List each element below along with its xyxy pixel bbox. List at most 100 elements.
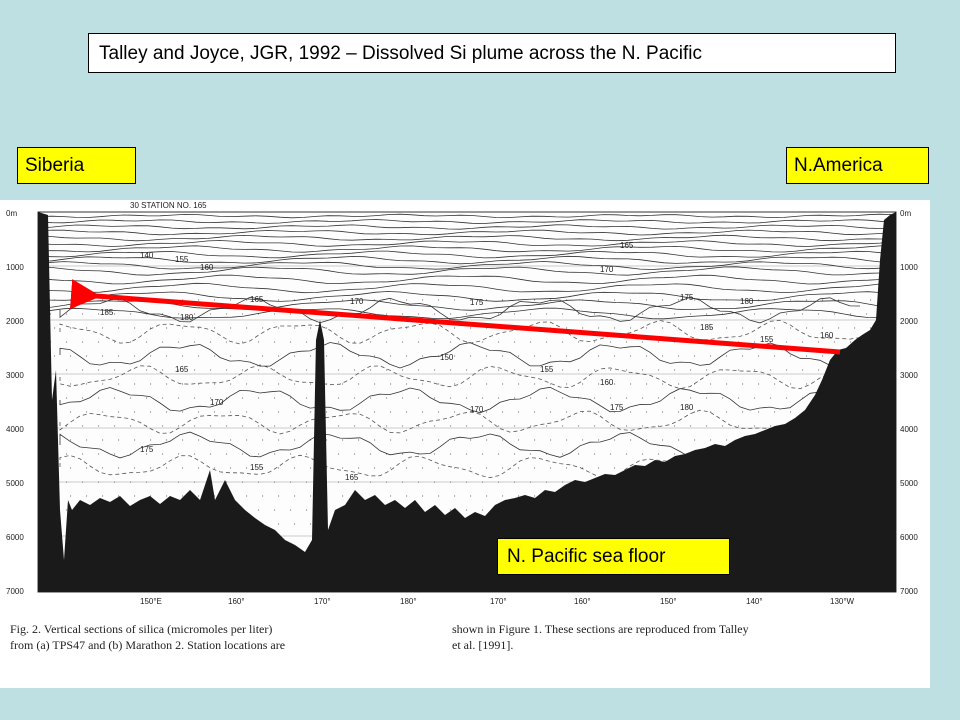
caption-right-line-1: shown in Figure 1. These sections are re… <box>452 622 749 636</box>
station-dot <box>533 383 536 385</box>
station-dot <box>405 299 408 301</box>
station-dot <box>257 481 260 483</box>
station-dot <box>117 467 120 469</box>
lon-tick: 130°W <box>830 597 855 606</box>
station-dot <box>629 327 632 329</box>
station-dot <box>261 495 264 497</box>
station-dot <box>53 327 56 329</box>
station-dot <box>85 383 88 385</box>
station-dot <box>289 509 292 511</box>
station-dot <box>117 495 120 497</box>
station-dot <box>305 453 308 455</box>
station-dot <box>661 383 664 385</box>
station-dot <box>481 397 484 399</box>
lon-tick: 150° <box>660 597 677 606</box>
station-dot <box>165 495 168 497</box>
station-dot <box>629 411 632 413</box>
station-dot <box>209 369 212 371</box>
station-dot <box>389 439 392 441</box>
station-dot <box>673 453 676 455</box>
station-dot <box>385 481 388 483</box>
station-dot <box>609 341 612 343</box>
station-dot <box>465 453 468 455</box>
station-dot <box>193 313 196 315</box>
station-dot <box>69 467 72 469</box>
station-dot <box>629 383 632 385</box>
station-dot <box>609 397 612 399</box>
station-dot <box>437 439 440 441</box>
contour-label: 185 <box>100 308 114 317</box>
station-dot <box>561 397 564 399</box>
station-dot <box>437 299 440 301</box>
station-dot <box>613 439 616 441</box>
station-dot <box>369 425 372 427</box>
contour-label: 175 <box>610 403 624 412</box>
station-dot <box>97 313 100 315</box>
station-dot <box>501 411 504 413</box>
station-dot <box>517 495 520 497</box>
station-dot <box>465 509 468 511</box>
station-dot <box>389 411 392 413</box>
sea-floor-label: N. Pacific sea floor <box>497 538 730 575</box>
station-dot <box>417 397 420 399</box>
station-dot <box>129 481 132 483</box>
station-dot <box>85 327 88 329</box>
station-dot <box>401 481 404 483</box>
station-dot <box>197 439 200 441</box>
station-dot <box>293 355 296 357</box>
station-dot <box>181 355 184 357</box>
station-dot <box>325 439 328 441</box>
station-dot <box>401 397 404 399</box>
station-dot <box>81 397 84 399</box>
contour-lines <box>39 213 893 459</box>
station-dot <box>229 355 232 357</box>
contour-line <box>39 255 893 265</box>
station-dot <box>613 327 616 329</box>
station-dot <box>645 439 648 441</box>
contour-label: 180 <box>180 313 194 322</box>
station-dot <box>277 495 280 497</box>
station-dot <box>465 481 468 483</box>
station-dot <box>101 411 104 413</box>
station-dot <box>213 383 216 385</box>
station-dot <box>193 425 196 427</box>
station-dot <box>117 439 120 441</box>
station-dot <box>741 411 744 413</box>
station-dot <box>229 327 232 329</box>
depth-tick: 5000 <box>6 479 24 488</box>
station-dot <box>353 397 356 399</box>
station-dot <box>369 481 372 483</box>
station-dot <box>465 397 468 399</box>
station-dot <box>469 327 472 329</box>
station-dot <box>357 411 360 413</box>
contour-label: 160 <box>820 331 834 340</box>
contour-label: 170 <box>210 398 224 407</box>
station-dot <box>257 341 260 343</box>
station-dot <box>309 411 312 413</box>
station-dot <box>113 397 116 399</box>
station-dot <box>353 425 356 427</box>
station-dot <box>65 341 68 343</box>
station-dot <box>341 355 344 357</box>
station-dot <box>673 369 676 371</box>
station-dot <box>725 355 728 357</box>
station-dot <box>133 355 136 357</box>
station-dot <box>97 369 100 371</box>
station-dot <box>213 439 216 441</box>
contour-label: 180 <box>680 403 694 412</box>
station-dot <box>577 313 580 315</box>
section-plot: 140 155 160 165 170 175 180 185 155 160 165 170 175 1… <box>6 201 918 606</box>
station-dot <box>737 369 740 371</box>
depth-tick: 1000 <box>6 263 24 272</box>
station-dot <box>689 425 692 427</box>
station-dot <box>721 397 724 399</box>
station-dot <box>725 327 728 329</box>
station-dot <box>145 397 148 399</box>
station-dot <box>277 383 280 385</box>
station-dot <box>133 495 136 497</box>
station-dot <box>133 439 136 441</box>
station-dot <box>769 313 772 315</box>
contour-label: 170 <box>600 265 614 274</box>
station-dot <box>373 355 376 357</box>
station-dot <box>737 397 740 399</box>
